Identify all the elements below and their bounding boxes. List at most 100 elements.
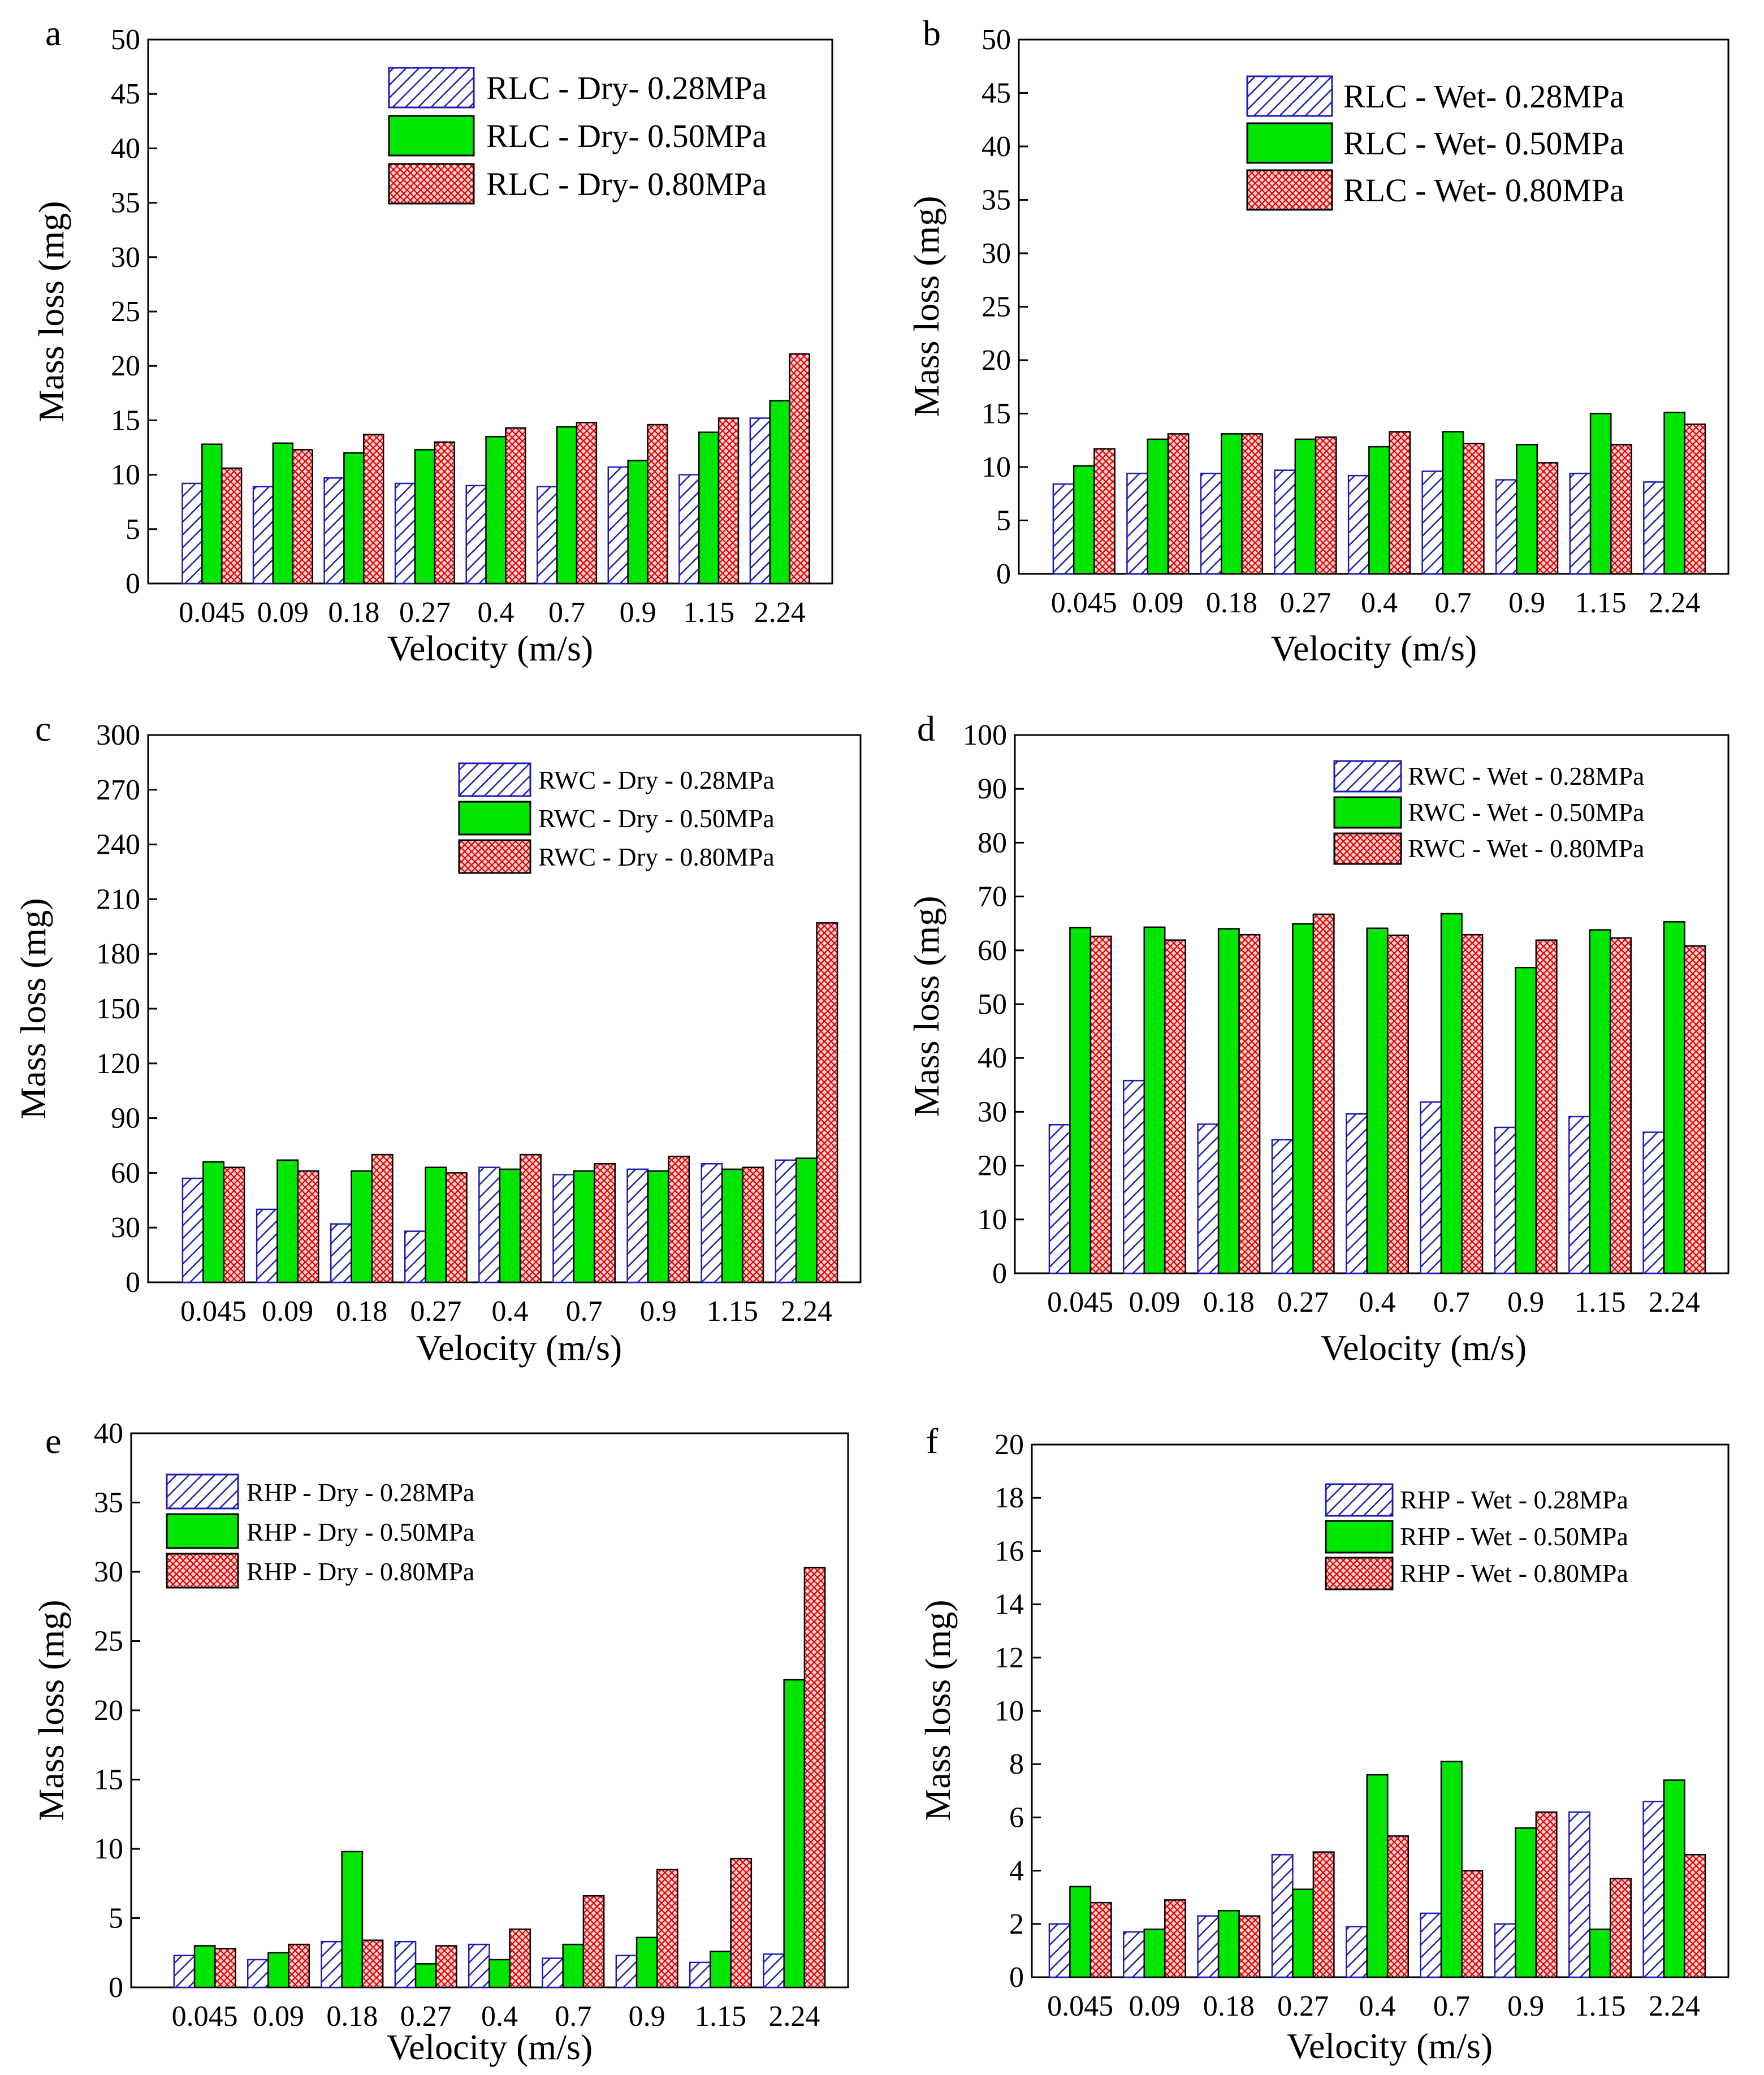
panel-a-bar-s3-0.9: [647, 423, 668, 585]
panel-f-xtick-label: 0.9: [1507, 1990, 1544, 2022]
panel-f-xtick-label: 0.4: [1359, 1990, 1396, 2022]
panel-e-ytick-label: 10: [94, 1833, 123, 1865]
panel-c-ytick-label: 150: [96, 993, 140, 1025]
panel-a-ytick-label: 35: [111, 187, 140, 219]
panel-b-bar-s1-0.7: [1421, 470, 1444, 575]
panel-b-legend-label-3: RLC - Wet- 0.80MPa: [1343, 172, 1624, 209]
panel-f-ytick-label: 6: [1009, 1801, 1024, 1834]
panel-a-legend-swatch-1: [388, 67, 475, 109]
panel-a-xtick-label: 2.24: [754, 596, 806, 629]
panel-a-bar-s3-0.7: [576, 421, 598, 585]
panel-a-bar-s2-0.9: [627, 460, 648, 585]
panel-d-legend-swatch-1: [1333, 760, 1402, 793]
panel-c-legend-label-1: RWC - Dry - 0.28MPa: [538, 766, 775, 794]
panel-f-bar-s2-0.045: [1069, 1886, 1092, 1978]
panel-d-bar-s1-0.09: [1123, 1079, 1145, 1274]
panel-c-bar-s3-0.9: [668, 1156, 690, 1283]
panel-b-x-axis: 0.045 0.09 0.18 0.27 0.4 0.7 0.9 1.15 2.24: [1051, 587, 1700, 619]
panel-c-bar-s3-1.15: [742, 1166, 764, 1283]
panel-b-bar-s3-1.15: [1610, 444, 1632, 575]
panel-d-ytick-label: 20: [978, 1150, 1007, 1182]
panel-c-bar-s3-2.24: [816, 922, 838, 1283]
panel-e-letter: e: [45, 1421, 61, 1461]
panel-a-y-axis-title: Mass loss (mg): [31, 201, 71, 422]
panel-e-bar-s1-0.18: [321, 1940, 343, 1988]
panel-c-bar-s3-0.045: [223, 1166, 245, 1283]
panel-c-xtick-label: 2.24: [781, 1295, 832, 1328]
panel-a-ytick-label: 10: [111, 459, 140, 491]
panel-a-bar-s2-0.045: [201, 443, 223, 585]
panel-c-bar-s1-0.7: [552, 1174, 575, 1283]
panel-a-bar-s2-0.18: [343, 452, 365, 585]
panel-c-x-axis: 0.045 0.09 0.18 0.27 0.4 0.7 0.9 1.15 2.24: [180, 1295, 832, 1328]
panel-f-bar-s1-0.27: [1271, 1854, 1294, 1978]
panel-b-bar-s1-0.09: [1126, 473, 1148, 575]
panel-c-bar-s1-1.15: [701, 1163, 723, 1283]
panel-b-bar-s1-2.24: [1643, 481, 1665, 575]
panel-a-ytick-label: 50: [111, 24, 140, 56]
panel-c-bar-s1-0.18: [330, 1223, 352, 1283]
panel-e-bar-s3-0.9: [656, 1869, 678, 1988]
panel-b-ytick-label: 45: [982, 77, 1011, 110]
panel-a-ytick-label: 25: [111, 296, 140, 328]
panel-f-xtick-label: 2.24: [1649, 1990, 1700, 2022]
panel-f-y-axis-title: Mass loss (mg): [918, 1600, 958, 1821]
panel-d-bar-s1-0.27: [1271, 1139, 1294, 1274]
panel-a-x-axis-title: Velocity (m/s): [387, 628, 593, 668]
panel-a-legend-label-2: RLC - Dry- 0.50MPa: [486, 118, 767, 154]
panel-b-bar-s3-0.09: [1167, 433, 1190, 575]
panel-b-ytick-label: 15: [982, 398, 1011, 430]
panel-b-bar-s2-0.045: [1073, 465, 1095, 575]
panel-f-legend-swatch-1: [1325, 1483, 1394, 1517]
panel-c-legend-swatch-3: [458, 839, 531, 874]
panel-d-bar-s2-1.15: [1589, 929, 1611, 1274]
panel-d-xtick-label: 0.7: [1433, 1286, 1470, 1319]
panel-a-bar-s3-1.15: [717, 417, 740, 585]
panel-f-bar-s1-2.24: [1642, 1800, 1665, 1978]
panel-c-ytick-label: 210: [96, 883, 140, 915]
panel-e-legend-swatch-3: [166, 1553, 239, 1589]
panel-c-ytick-label: 240: [96, 829, 140, 861]
panel-d-bar-s3-1.15: [1609, 937, 1632, 1274]
panel-e-legend: RHP - Dry - 0.28MPa RHP - Dry - 0.50MPa …: [166, 1473, 474, 1589]
panel-f-bar-s1-0.18: [1197, 1915, 1220, 1978]
panel-e-bar-s3-0.4: [509, 1928, 531, 1988]
panel-a-bar-s2-0.7: [556, 426, 578, 585]
panel-c-bar-s2-0.4: [499, 1168, 521, 1283]
panel-d-bar-s3-0.045: [1089, 935, 1112, 1274]
panel-c-bar-s3-0.18: [371, 1153, 394, 1283]
panel-d-letter: d: [917, 708, 935, 749]
panel-f-legend: RHP - Wet - 0.28MPa RHP - Wet - 0.50MPa …: [1325, 1483, 1628, 1590]
panel-b-xtick-label: 0.27: [1279, 587, 1331, 619]
panel-f-bar-s3-0.4: [1386, 1835, 1409, 1978]
panel-d-bar-s3-0.09: [1164, 939, 1186, 1274]
panel-b-ytick-label: 40: [982, 131, 1011, 163]
panel-b-legend: RLC - Wet- 0.28MPa RLC - Wet- 0.50MPa RL…: [1246, 75, 1624, 211]
panel-c-ytick-label: 90: [111, 1103, 140, 1135]
panel-b-bar-s3-0.18: [1241, 433, 1264, 575]
panel-c-ytick-label: 180: [96, 938, 140, 970]
panel-b-bar-s1-0.4: [1347, 474, 1370, 575]
panel-b-legend-swatch-3: [1246, 169, 1333, 211]
panel-e-y-axis: 0 5 10 15 20 25 30 35 40: [94, 1417, 140, 2004]
panel-c-bar-s2-0.09: [276, 1159, 299, 1283]
panel-a-bar-s2-0.27: [414, 449, 436, 585]
panel-a-bar-s1-0.045: [181, 482, 203, 585]
panel-d-xtick-label: 0.9: [1507, 1286, 1544, 1319]
panel-e-bar-s3-0.27: [435, 1945, 457, 1988]
panel-b-xtick-label: 0.09: [1132, 587, 1183, 619]
panel-b-ytick-label: 20: [982, 344, 1011, 377]
panel-f-bar-s1-0.9: [1494, 1923, 1516, 1978]
panel-f-xtick-label: 1.15: [1575, 1990, 1626, 2022]
panel-f-bar-s3-0.9: [1535, 1811, 1558, 1978]
panel-d-bar-s2-2.24: [1663, 921, 1685, 1274]
panel-b-y-axis: 0 5 10 15 20 25 30 35 40 45 50: [982, 24, 1028, 590]
panel-e-legend-swatch-2: [166, 1513, 239, 1549]
panel-d-legend-label-2: RWC - Wet - 0.50MPa: [1408, 798, 1644, 827]
panel-a-bar-s3-0.4: [505, 427, 526, 585]
panel-f-chart: f 0 2 4 6 8 10 12 14 16 18 20 0.045 0.09 0.18 0.27 0.4…: [918, 1421, 1730, 2066]
panel-b-xtick-label: 1.15: [1575, 587, 1627, 619]
panel-c-letter: c: [35, 708, 51, 749]
panel-c-ytick-label: 300: [96, 719, 140, 751]
panel-a-bar-s1-2.24: [749, 417, 771, 585]
